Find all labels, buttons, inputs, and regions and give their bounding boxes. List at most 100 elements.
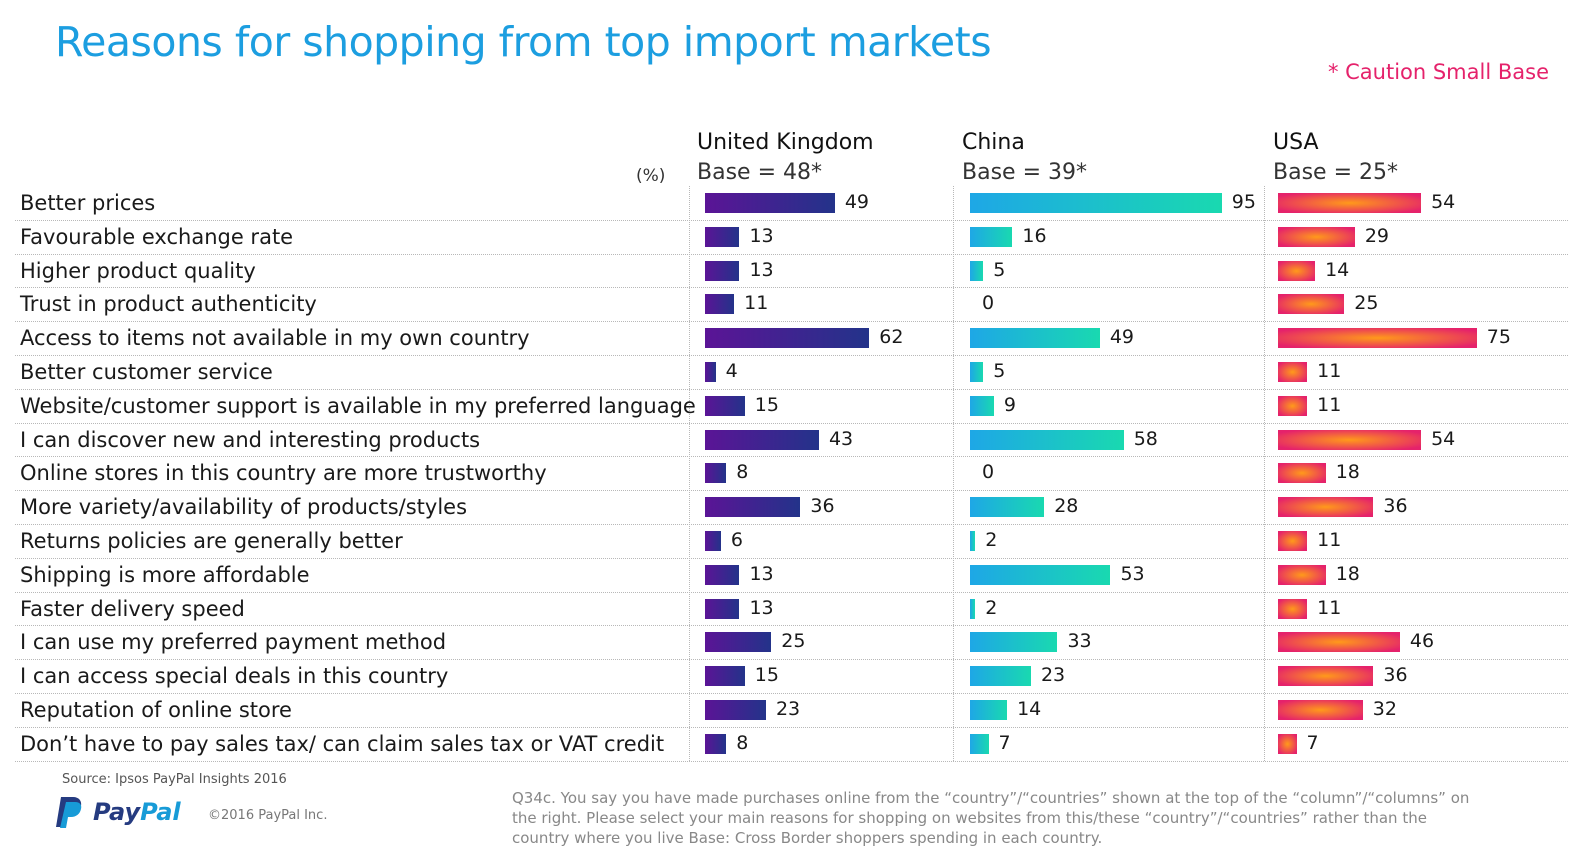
value-label-china: 23 <box>1040 664 1066 687</box>
value-label-china: 58 <box>1133 427 1158 450</box>
category-label: I can use my preferred payment method <box>20 630 447 655</box>
value-label-china: 2 <box>985 529 998 551</box>
value-label-china: 0 <box>982 461 995 484</box>
row-divider <box>15 219 1568 221</box>
bar-china <box>970 362 984 382</box>
category-label: Reputation of online store <box>20 698 292 722</box>
bar-usa <box>1278 226 1355 247</box>
value-label-china: 49 <box>1109 326 1135 349</box>
category-label: I can discover new and interesting produ… <box>20 427 481 452</box>
value-label-uk: 8 <box>736 731 749 754</box>
value-label-usa: 11 <box>1317 360 1342 382</box>
row-divider <box>15 659 1568 661</box>
bar-usa <box>1278 564 1326 585</box>
column-divider <box>1264 186 1265 761</box>
bar-usa <box>1278 395 1308 416</box>
row-divider <box>15 253 1568 255</box>
column-divider <box>689 186 690 761</box>
bar-uk <box>705 193 835 213</box>
bar-usa <box>1278 632 1400 653</box>
category-label: Website/customer support is available in… <box>20 393 696 418</box>
bar-usa <box>1278 362 1308 382</box>
bar-uk <box>705 226 740 247</box>
category-label: Trust in product authenticity <box>20 292 317 317</box>
row-divider <box>15 456 1568 458</box>
value-label-china: 53 <box>1120 562 1145 585</box>
bar-china <box>970 700 1008 720</box>
value-label-usa: 11 <box>1317 393 1342 416</box>
value-label-uk: 43 <box>828 427 854 450</box>
column-divider <box>953 186 954 761</box>
bar-uk <box>705 328 870 349</box>
bar-china <box>970 226 1013 247</box>
row-divider <box>15 388 1568 390</box>
bar-usa <box>1278 700 1363 720</box>
series-name-uk: United Kingdom <box>697 130 874 155</box>
bar-china <box>970 193 1222 213</box>
bar-usa <box>1278 598 1308 619</box>
value-label-china: 7 <box>998 731 1011 754</box>
column-header-usa: USA Base = 25* <box>1273 128 1398 188</box>
category-label: Returns policies are generally better <box>20 529 403 553</box>
value-label-uk: 13 <box>749 224 774 247</box>
bar-usa <box>1278 463 1326 484</box>
series-base-uk: Base = 48* <box>697 160 822 185</box>
bar-uk <box>705 666 745 687</box>
value-label-uk: 23 <box>775 698 801 720</box>
bar-china <box>970 395 994 416</box>
bar-uk <box>705 564 740 585</box>
bar-uk <box>705 700 766 720</box>
column-header-china: China Base = 39* <box>962 128 1087 188</box>
bar-china <box>970 328 1100 349</box>
value-label-uk: 62 <box>879 326 904 349</box>
bar-uk <box>705 429 819 450</box>
bar-uk <box>705 497 801 518</box>
series-base-china: Base = 39* <box>962 160 1087 185</box>
bar-uk <box>705 531 721 551</box>
copyright: ©2016 PayPal Inc. <box>208 808 328 823</box>
bar-uk <box>705 598 740 619</box>
value-label-uk: 13 <box>749 596 774 619</box>
row-divider <box>15 591 1568 593</box>
bar-usa <box>1278 497 1374 518</box>
category-label: Better prices <box>20 191 156 215</box>
value-label-china: 95 <box>1231 191 1256 213</box>
row-divider <box>15 557 1568 559</box>
bar-uk <box>705 362 716 382</box>
value-label-china: 28 <box>1054 495 1079 518</box>
category-label: Access to items not available in my own … <box>20 326 530 351</box>
bar-uk <box>705 260 740 281</box>
value-label-uk: 13 <box>749 562 774 585</box>
row-divider <box>15 625 1568 627</box>
bar-china <box>970 598 976 619</box>
series-name-china: China <box>962 130 1025 155</box>
chart-title: Reasons for shopping from top import mar… <box>55 18 992 66</box>
category-label: Favourable exchange rate <box>20 224 294 249</box>
bar-usa <box>1278 666 1374 687</box>
row-divider <box>15 355 1568 356</box>
value-label-usa: 32 <box>1372 698 1397 720</box>
unit-label: (%) <box>636 166 666 186</box>
value-label-china: 9 <box>1003 393 1016 416</box>
category-label: Higher product quality <box>20 258 256 283</box>
row-divider <box>15 726 1568 728</box>
row-divider <box>15 524 1568 525</box>
category-label: Faster delivery speed <box>20 596 245 621</box>
bar-uk <box>705 294 735 315</box>
value-label-uk: 13 <box>749 258 774 281</box>
value-label-china: 0 <box>982 292 995 315</box>
value-label-china: 2 <box>985 596 998 619</box>
category-label: I can access special deals in this count… <box>20 664 449 689</box>
value-label-china: 5 <box>993 258 1006 281</box>
row-divider <box>15 490 1568 492</box>
paypal-logo: PayPal <box>55 795 181 829</box>
category-label: Better customer service <box>20 360 273 384</box>
bar-china <box>970 260 984 281</box>
paypal-wordmark: PayPal <box>93 798 181 826</box>
column-header-uk: United Kingdom Base = 48* <box>697 128 874 188</box>
caution-note: * Caution Small Base <box>1327 60 1549 84</box>
bar-china <box>970 531 976 551</box>
bar-usa <box>1278 328 1477 349</box>
value-label-usa: 18 <box>1335 562 1360 585</box>
